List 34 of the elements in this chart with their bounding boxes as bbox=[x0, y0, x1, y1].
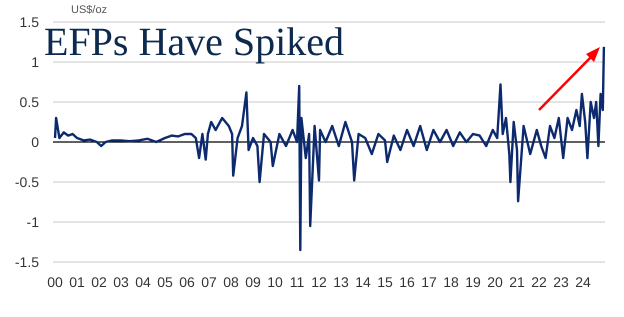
x-tick-label: 17 bbox=[421, 274, 437, 290]
y-tick-label: -1.5 bbox=[14, 254, 40, 270]
x-tick-label: 00 bbox=[47, 274, 63, 290]
y-tick-label: -1 bbox=[26, 214, 40, 230]
x-tick-label: 01 bbox=[69, 274, 85, 290]
y-tick-label: 0 bbox=[31, 134, 40, 150]
x-tick-label: 10 bbox=[267, 274, 283, 290]
x-tick-label: 07 bbox=[201, 274, 217, 290]
x-tick-label: 15 bbox=[377, 274, 393, 290]
x-tick-label: 12 bbox=[311, 274, 327, 290]
x-tick-label: 18 bbox=[443, 274, 459, 290]
y-tick-label: -0.5 bbox=[14, 174, 40, 190]
y-tick-label: 0.5 bbox=[20, 94, 40, 110]
x-tick-label: 20 bbox=[487, 274, 503, 290]
y-axis-title: US$/oz bbox=[71, 4, 108, 16]
x-tick-label: 22 bbox=[531, 274, 547, 290]
x-tick-label: 16 bbox=[399, 274, 415, 290]
x-tick-label: 13 bbox=[333, 274, 349, 290]
x-tick-label: 08 bbox=[223, 274, 239, 290]
y-tick-label: 1 bbox=[31, 54, 40, 70]
x-tick-label: 23 bbox=[553, 274, 569, 290]
x-tick-label: 02 bbox=[91, 274, 107, 290]
x-tick-label: 09 bbox=[245, 274, 261, 290]
x-tick-label: 14 bbox=[355, 274, 371, 290]
chart-title: EFPs Have Spiked bbox=[44, 19, 344, 64]
x-tick-label: 03 bbox=[113, 274, 129, 290]
x-tick-label: 24 bbox=[575, 274, 591, 290]
x-tick-label: 21 bbox=[509, 274, 525, 290]
x-tick-label: 06 bbox=[179, 274, 195, 290]
x-tick-label: 19 bbox=[465, 274, 481, 290]
y-tick-label: 1.5 bbox=[20, 14, 40, 30]
x-tick-label: 05 bbox=[157, 274, 173, 290]
x-tick-label: 04 bbox=[135, 274, 151, 290]
x-tick-label: 11 bbox=[290, 274, 304, 290]
